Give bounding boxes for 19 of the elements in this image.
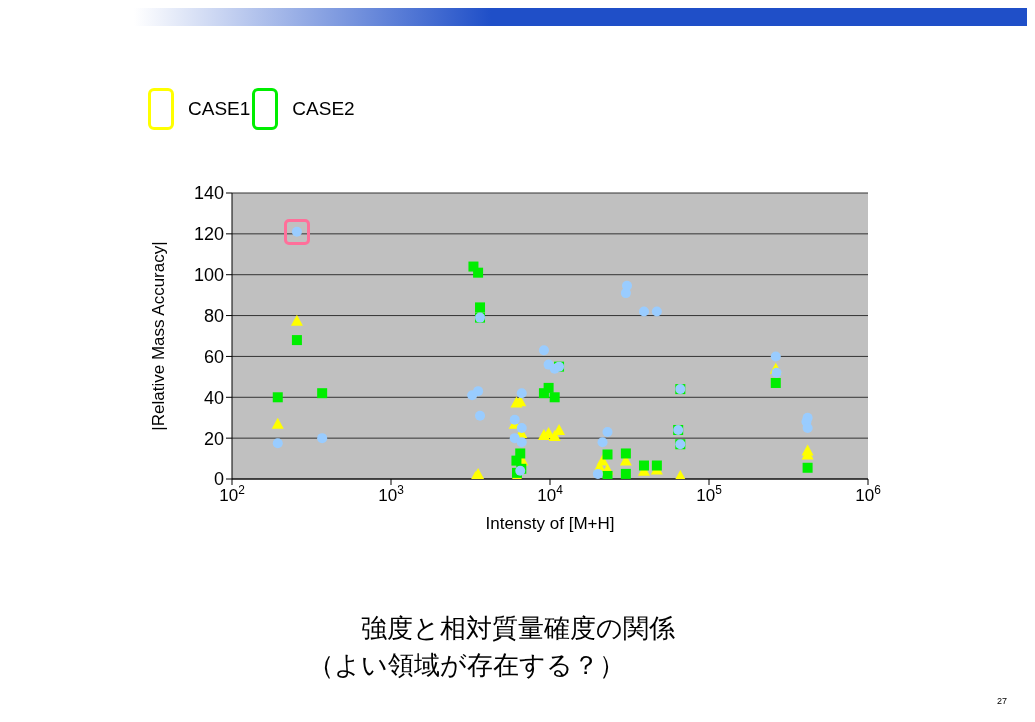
legend-label: CASE2	[292, 98, 355, 120]
y-tick-label: 20	[203, 428, 224, 449]
y-tick-label: 100	[193, 265, 224, 286]
y-tick-label: 80	[203, 305, 224, 326]
text: （よい領域が存在する？）	[308, 649, 625, 682]
text: 27	[996, 696, 1007, 706]
y-tick-label: 60	[203, 346, 224, 367]
y-tick-label: 120	[193, 224, 224, 245]
x-axis-title: Intensty of [M+H]	[485, 514, 615, 533]
y-tick-label: 40	[203, 387, 224, 408]
legend-label: CASE1	[188, 98, 251, 120]
y-tick-label: 0	[213, 469, 224, 490]
x-tick-label: 10$^{5}$	[696, 483, 723, 505]
x-tick-label: 10$^{6}$	[855, 483, 882, 505]
x-tick-label: 10$^{3}$	[378, 483, 405, 505]
y-tick-label: 140	[193, 183, 224, 204]
text: 強度と相対質量確度の関係	[359, 612, 676, 645]
y-axis-title: |Relative Mass Accuracy|	[149, 241, 169, 431]
x-tick-label: 10$^{4}$	[537, 483, 564, 505]
